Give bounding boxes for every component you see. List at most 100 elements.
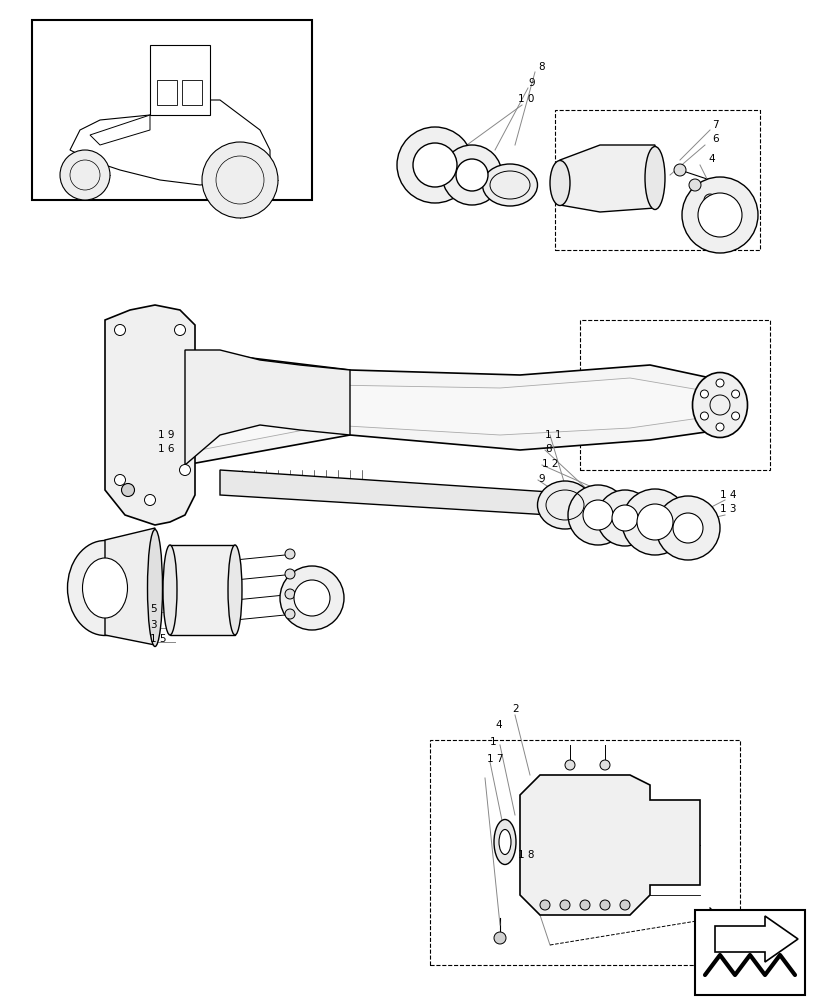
Ellipse shape (499, 829, 510, 854)
Text: 4: 4 (707, 154, 714, 164)
Circle shape (284, 609, 294, 619)
Circle shape (122, 484, 134, 496)
Ellipse shape (147, 529, 162, 646)
Circle shape (60, 150, 110, 200)
Text: 1 9: 1 9 (158, 430, 174, 440)
Circle shape (672, 513, 702, 543)
Circle shape (688, 179, 700, 191)
Text: 1 1: 1 1 (544, 430, 561, 440)
Circle shape (600, 900, 609, 910)
Text: 6: 6 (711, 134, 718, 144)
Circle shape (731, 390, 739, 398)
Polygon shape (105, 528, 155, 645)
Circle shape (539, 900, 549, 910)
Circle shape (655, 496, 719, 560)
Text: 1 7: 1 7 (486, 754, 503, 764)
Circle shape (582, 500, 612, 530)
Text: 1 5: 1 5 (150, 634, 166, 644)
Circle shape (114, 324, 126, 336)
Text: 1: 1 (490, 737, 496, 747)
Text: 1 0: 1 0 (518, 94, 533, 104)
Polygon shape (519, 775, 699, 915)
Bar (157, 80, 177, 105)
Bar (32, 20, 312, 200)
Circle shape (284, 549, 294, 559)
Circle shape (731, 412, 739, 420)
Ellipse shape (482, 164, 537, 206)
Circle shape (179, 464, 190, 476)
Circle shape (442, 145, 501, 205)
Text: 2: 2 (511, 704, 518, 714)
Circle shape (564, 760, 574, 770)
Ellipse shape (715, 912, 727, 924)
Text: 1 3: 1 3 (719, 504, 735, 514)
Circle shape (636, 504, 672, 540)
Polygon shape (184, 350, 350, 465)
Bar (429, 740, 739, 965)
Ellipse shape (537, 481, 592, 529)
Ellipse shape (163, 545, 177, 635)
Text: 8: 8 (538, 62, 544, 72)
Ellipse shape (549, 160, 569, 206)
Text: 9: 9 (528, 78, 534, 88)
Polygon shape (200, 365, 699, 450)
Circle shape (145, 494, 155, 505)
Circle shape (494, 932, 505, 944)
Circle shape (202, 142, 278, 218)
Text: 1 4: 1 4 (719, 490, 735, 500)
Circle shape (715, 423, 723, 431)
Bar (182, 80, 202, 105)
Circle shape (284, 569, 294, 579)
Bar (579, 320, 769, 470)
Circle shape (413, 143, 457, 187)
Circle shape (284, 589, 294, 599)
Circle shape (559, 900, 569, 910)
Polygon shape (170, 545, 235, 635)
Polygon shape (70, 100, 270, 185)
Text: 8: 8 (544, 444, 551, 454)
Circle shape (567, 485, 627, 545)
Bar (694, 910, 804, 995)
Ellipse shape (68, 540, 142, 636)
Circle shape (596, 490, 653, 546)
Polygon shape (105, 305, 195, 525)
Circle shape (619, 900, 629, 910)
Text: 7: 7 (711, 120, 718, 130)
Ellipse shape (227, 545, 241, 635)
Bar (554, 110, 759, 250)
Circle shape (681, 177, 757, 253)
Ellipse shape (691, 372, 747, 438)
Polygon shape (715, 916, 797, 962)
Circle shape (600, 760, 609, 770)
Circle shape (280, 566, 343, 630)
Circle shape (703, 194, 715, 206)
Ellipse shape (494, 819, 515, 864)
Polygon shape (184, 350, 719, 465)
Circle shape (673, 164, 686, 176)
Circle shape (621, 489, 687, 555)
Polygon shape (150, 45, 210, 115)
Text: 1 2: 1 2 (542, 459, 558, 469)
Text: 9: 9 (538, 474, 544, 484)
Circle shape (396, 127, 472, 203)
Polygon shape (90, 115, 150, 145)
Ellipse shape (83, 558, 127, 618)
Polygon shape (559, 145, 654, 212)
Circle shape (114, 474, 126, 485)
Circle shape (611, 505, 638, 531)
Ellipse shape (644, 146, 664, 209)
Circle shape (579, 900, 590, 910)
Text: 3: 3 (150, 620, 156, 630)
Text: 5: 5 (150, 604, 156, 614)
Circle shape (700, 412, 708, 420)
Text: 4: 4 (495, 720, 501, 730)
Circle shape (456, 159, 487, 191)
Circle shape (697, 193, 741, 237)
Circle shape (700, 390, 708, 398)
Circle shape (174, 324, 185, 336)
Circle shape (294, 580, 330, 616)
Circle shape (715, 379, 723, 387)
Text: 1 8: 1 8 (518, 850, 534, 860)
Text: 1 6: 1 6 (158, 444, 174, 454)
Polygon shape (220, 470, 549, 515)
